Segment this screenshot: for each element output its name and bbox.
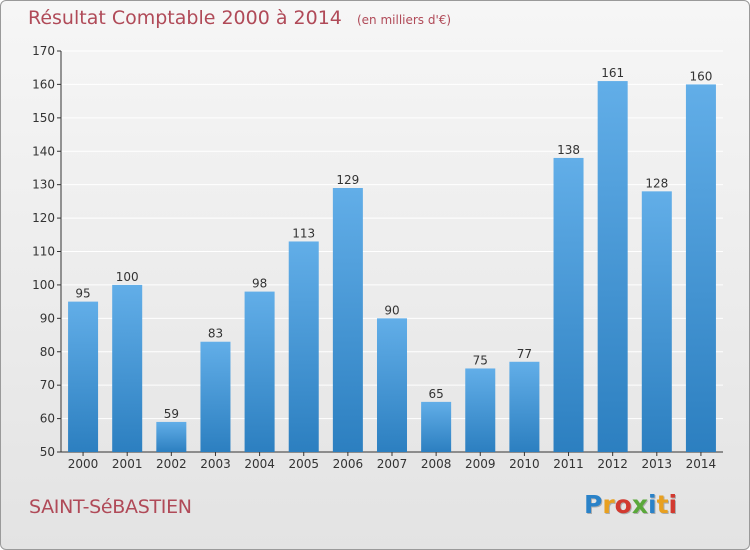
x-tick-label-2000: 2000 xyxy=(68,457,99,471)
x-tick-label-2004: 2004 xyxy=(244,457,275,471)
logo-letter: r xyxy=(602,490,615,519)
bars xyxy=(68,81,716,453)
x-tick-label-2014: 2014 xyxy=(686,457,717,471)
bar-2012 xyxy=(597,81,628,452)
y-tick-label: 130 xyxy=(32,178,55,192)
y-tick-label: 50 xyxy=(40,445,55,459)
data-label-2014: 160 xyxy=(689,69,712,83)
y-tick-label: 150 xyxy=(32,111,55,125)
logo-letter: o xyxy=(614,490,632,519)
bar-2005 xyxy=(288,241,319,452)
bar-2010 xyxy=(509,361,540,452)
y-tick-label: 60 xyxy=(40,412,55,426)
y-tick-label: 70 xyxy=(40,378,55,392)
town-name: SAINT-SéBASTIEN xyxy=(29,496,192,518)
x-tick-label-2012: 2012 xyxy=(597,457,628,471)
data-label-2004: 98 xyxy=(252,277,267,291)
data-label-2011: 138 xyxy=(557,143,580,157)
chart-unit: (en milliers d'€) xyxy=(356,13,452,27)
bar-2008 xyxy=(421,401,452,452)
bar-2014 xyxy=(685,84,716,453)
chart-title: Résultat Comptable 2000 à 2014 xyxy=(28,7,342,29)
logo-letter: P xyxy=(584,490,603,519)
data-label-2013: 128 xyxy=(645,176,668,190)
y-tick-label: 80 xyxy=(40,345,55,359)
bar-2009 xyxy=(465,368,496,452)
x-tick-label-2010: 2010 xyxy=(509,457,540,471)
bar-2006 xyxy=(332,188,363,452)
bar-2007 xyxy=(376,318,408,452)
data-label-2005: 113 xyxy=(292,226,315,240)
x-tick-label-2007: 2007 xyxy=(377,457,408,471)
data-label-2001: 100 xyxy=(116,270,139,284)
bar-2002 xyxy=(156,421,187,452)
bar-2004 xyxy=(244,291,275,452)
data-label-2006: 129 xyxy=(336,173,359,187)
y-tick-label: 140 xyxy=(32,144,55,158)
bar-2011 xyxy=(553,157,584,452)
logo-letter: x xyxy=(631,490,648,519)
axes: 50 60 70 80 90 100 110 120 130 140 150 160 170 2000 20… xyxy=(32,44,723,471)
data-label-2000: 95 xyxy=(75,287,90,301)
x-tick-label-2006: 2006 xyxy=(333,457,364,471)
data-label-2002: 59 xyxy=(164,407,179,421)
y-tick-label: 120 xyxy=(32,211,55,225)
y-tick-label: 170 xyxy=(32,44,55,58)
data-label-2010: 77 xyxy=(517,347,532,361)
logo-letter: i xyxy=(648,490,657,519)
data-label-2008: 65 xyxy=(428,387,443,401)
x-tick-label-2011: 2011 xyxy=(553,457,584,471)
proxiti-logo: Proxiti xyxy=(584,490,677,519)
y-tick-label: 100 xyxy=(32,278,55,292)
data-label-2007: 90 xyxy=(384,303,399,317)
bar-2001 xyxy=(112,284,143,452)
data-label-2003: 83 xyxy=(208,327,223,341)
data-labels: 95 100 59 83 98 113 129 90 65 75 77 138 161 128 160 xyxy=(75,66,712,421)
title-row: Résultat Comptable 2000 à 2014 (en milli… xyxy=(28,7,451,29)
bar-2000 xyxy=(68,301,99,452)
x-tick-label-2013: 2013 xyxy=(642,457,673,471)
y-tick-label: 160 xyxy=(32,77,55,91)
logo-letter: t xyxy=(656,490,669,519)
y-tick-label: 90 xyxy=(40,311,55,325)
x-tick-label-2008: 2008 xyxy=(421,457,452,471)
x-tick-label-2002: 2002 xyxy=(156,457,187,471)
x-tick-label-2003: 2003 xyxy=(200,457,231,471)
data-label-2012: 161 xyxy=(601,66,624,80)
bar-2013 xyxy=(641,191,672,452)
bar-2003 xyxy=(200,341,231,452)
x-tick-label-2005: 2005 xyxy=(288,457,319,471)
x-tick-label-2009: 2009 xyxy=(465,457,496,471)
data-label-2009: 75 xyxy=(473,353,488,367)
logo-letter: i xyxy=(668,490,678,519)
y-tick-label: 110 xyxy=(32,245,55,259)
x-tick-label-2001: 2001 xyxy=(112,457,143,471)
